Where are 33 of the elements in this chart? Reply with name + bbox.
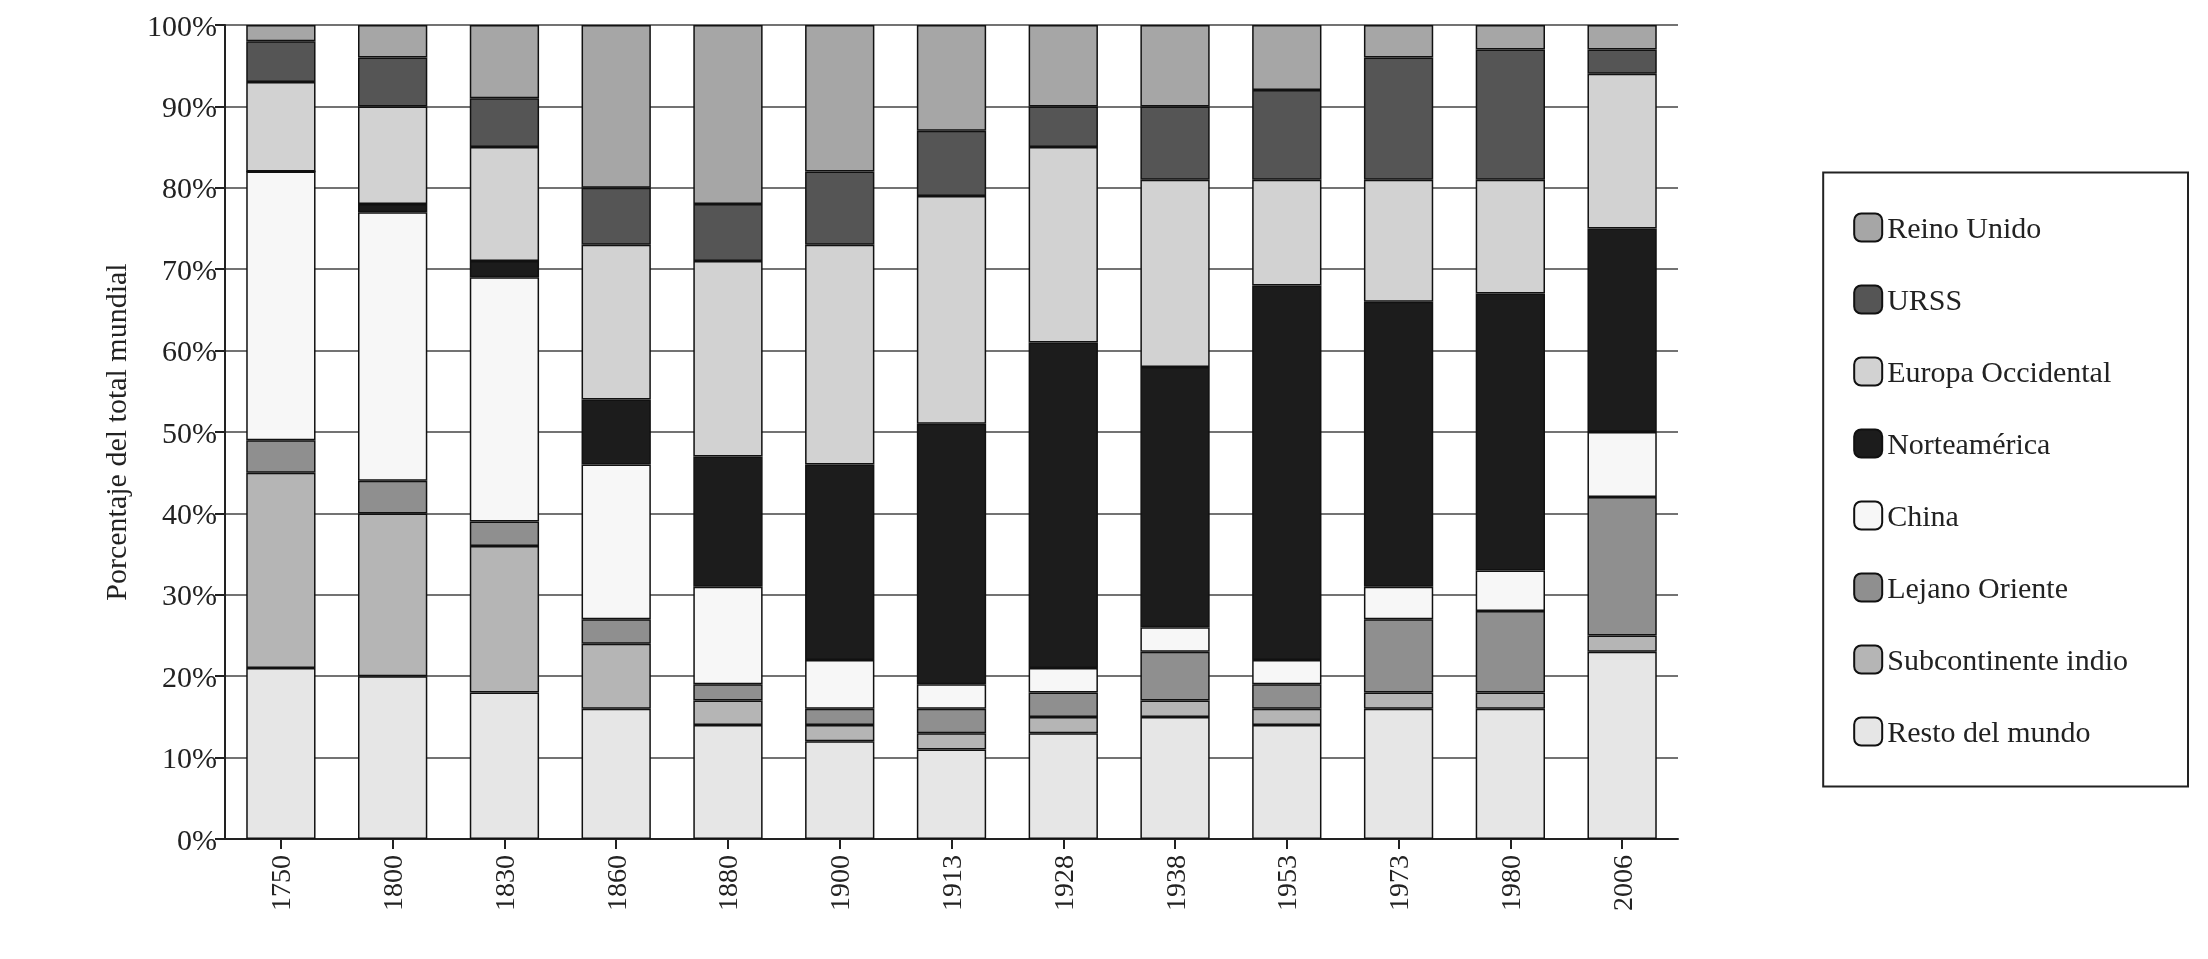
legend-label: Reino Unido	[1887, 211, 2042, 244]
x-tick-label: 1880	[712, 855, 744, 911]
legend-label: Europa Occidental	[1887, 355, 2112, 388]
y-axis-title: Porcentaje del total mundial	[98, 263, 132, 601]
x-tick-label: 1928	[1047, 855, 1079, 911]
y-tick-label: 70%	[162, 252, 217, 286]
x-tick-label: 1980	[1494, 855, 1526, 911]
y-tick-label: 20%	[162, 659, 217, 693]
y-tick-label: 90%	[162, 89, 217, 123]
y-tick-label: 50%	[162, 415, 217, 449]
x-tick-label: 1973	[1383, 855, 1415, 911]
y-tick-label: 80%	[162, 171, 217, 205]
x-tick-label: 2006	[1606, 855, 1638, 911]
x-tick-label: 1953	[1271, 855, 1303, 911]
y-tick-label: 10%	[162, 741, 217, 775]
y-tick-label: 30%	[162, 578, 217, 612]
y-tick-label: 100%	[147, 8, 217, 42]
x-tick-label: 1938	[1159, 855, 1191, 911]
legend-label: Lejano Oriente	[1887, 571, 2068, 604]
legend-label: Resto del mundo	[1887, 715, 2091, 748]
y-tick-label: 60%	[162, 334, 217, 368]
x-tick-label: 1900	[824, 855, 856, 911]
legend-label: Norteamérica	[1887, 427, 2051, 460]
y-tick-label: 0%	[177, 822, 217, 856]
x-tick-label: 1913	[936, 855, 967, 911]
legend-label: China	[1887, 499, 1959, 532]
y-tick-label: 40%	[162, 496, 217, 530]
x-tick-label: 1860	[600, 855, 632, 911]
x-tick-label: 1830	[488, 855, 520, 911]
x-tick-label: 1750	[265, 855, 297, 911]
legend-label: Subcontinente indio	[1887, 643, 2129, 676]
legend-label: URSS	[1887, 283, 1963, 316]
x-tick-label: 1800	[377, 855, 409, 911]
